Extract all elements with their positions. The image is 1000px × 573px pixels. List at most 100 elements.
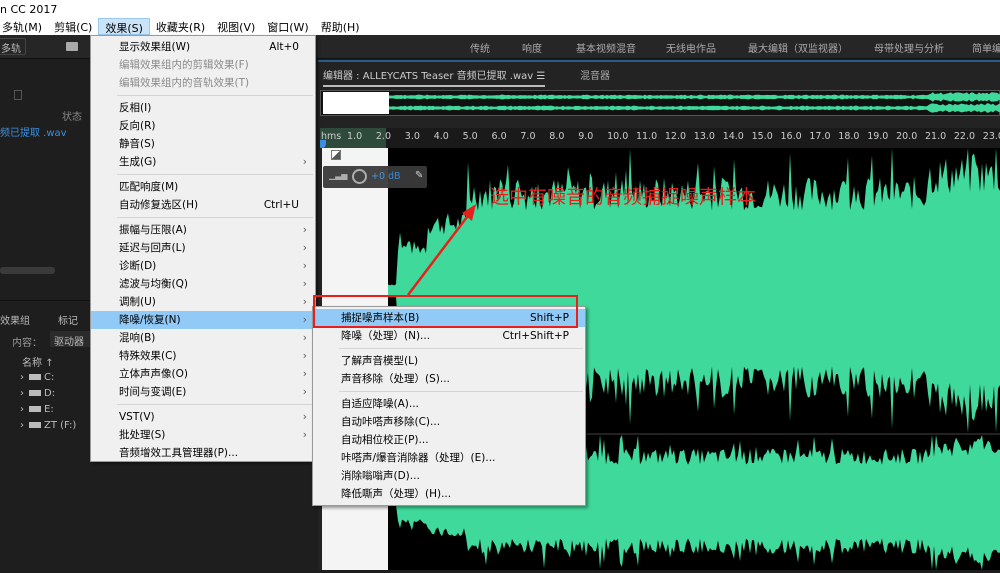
menu-item[interactable]: 降噪/恢复(N) › [91,311,315,329]
menu-effects[interactable]: 效果(S) [98,18,150,35]
menu-item[interactable]: 降低嘶声（处理）(H)... [313,485,585,503]
menu-item[interactable]: 消除嗡嗡声(D)... [313,467,585,485]
trash-icon[interactable] [14,90,22,100]
drive-item[interactable]: › ZT (F:) [20,418,76,434]
menu-item[interactable]: 了解声音模型(L) [313,352,585,370]
menu-item[interactable]: 捕捉噪声样本(B) Shift+P [313,309,585,327]
ruler-tick-label: 4.0 [433,131,449,142]
drive-item[interactable]: › D: [20,386,76,402]
drive-label: D: [44,388,56,399]
drive-icon [29,406,41,412]
menu-item[interactable]: 生成(G) › [91,153,315,171]
ruler-tick-label: 1.0 [347,131,363,142]
menu-item[interactable]: 静音(S) [91,135,315,153]
content-select[interactable]: 驱动器 [50,331,90,348]
expand-icon[interactable]: › [20,420,24,431]
editor-tab[interactable]: 编辑器 : ALLEYCATS Teaser 音频已提取 .wav ☰ [323,67,546,87]
chevron-right-icon: › [302,411,307,423]
menu-item[interactable]: 匹配响度(M) [91,178,315,196]
overview-bar[interactable] [320,90,1000,116]
ruler-tick-label: 12.0 [664,131,687,142]
menu-item-label: 诊断(D) [119,260,157,272]
chevron-right-icon: › [302,224,307,236]
ruler-tick-label: 21.0 [925,131,947,142]
menu-item[interactable]: 批处理(S) › [91,426,315,444]
menu-window[interactable]: 窗口(W) [267,21,309,34]
tab-effects-rack[interactable]: 效果组 [0,316,30,327]
playhead-marker[interactable] [320,140,326,148]
menu-item-label: 声音移除（处理）(S)... [341,373,450,385]
menu-item[interactable]: 咔嗒声/爆音消除器（处理）(E)... [313,449,585,467]
menu-item[interactable]: 滤波与均衡(Q) › [91,275,315,293]
menu-item-label: 降低嘶声（处理）(H)... [341,488,452,500]
menu-multitrack[interactable]: 多轨(M) [2,21,43,34]
menu-item[interactable]: VST(V) › [91,408,315,426]
mixer-tab[interactable]: 混音器 [580,71,610,82]
menu-separator [339,391,583,392]
chevron-right-icon: › [302,260,307,272]
editor-tab-label: 编辑器 : ALLEYCATS Teaser 音频已提取 .wav [323,71,534,82]
menu-item[interactable]: 混响(B) › [91,329,315,347]
overview-viewport[interactable] [323,92,389,114]
workspace-tab[interactable]: 传统 [470,44,490,55]
gain-value[interactable]: +0 dB [371,171,401,182]
menu-icon[interactable]: ☰ [536,71,546,82]
menu-item[interactable]: 自适应降噪(A)... [313,395,585,413]
horizontal-scrollbar[interactable] [0,267,55,274]
menu-item[interactable]: 声音移除（处理）(S)... [313,370,585,388]
multitrack-button[interactable]: 多轨 [0,38,26,55]
selection-range [320,128,386,148]
keyboard-icon[interactable] [66,42,78,51]
menu-item[interactable]: 自动咔嗒声移除(C)... [313,413,585,431]
menu-item[interactable]: 降噪（处理）(N)... Ctrl+Shift+P [313,327,585,345]
file-item[interactable]: 频已提取 .wav [0,128,67,139]
menu-item[interactable]: 时间与变调(E) › [91,383,315,401]
menu-item[interactable]: 编辑效果组内的剪辑效果(F) [91,56,315,74]
menu-item[interactable]: 立体声声像(O) › [91,365,315,383]
menu-item[interactable]: 自动修复选区(H) Ctrl+U [91,196,315,214]
menu-item[interactable]: 振幅与压限(A) › [91,221,315,239]
menu-item[interactable]: 诊断(D) › [91,257,315,275]
chevron-right-icon: › [302,156,307,168]
menu-favorites[interactable]: 收藏夹(R) [155,21,206,34]
menu-item[interactable]: 反向(R) [91,117,315,135]
time-ruler[interactable]: hms 1.0 2.0 3.0 4.0 5.0 6.0 7.0 8.0 9.0 10.0 11.0 12… [320,128,1000,148]
drive-item[interactable]: › C: [20,370,76,386]
menu-separator [117,95,313,96]
expand-icon[interactable]: › [20,372,24,383]
drive-label: ZT (F:) [44,420,77,431]
menu-help[interactable]: 帮助(H) [320,21,360,34]
menu-item[interactable]: 调制(U) › [91,293,315,311]
noise-reduction-submenu: 捕捉噪声样本(B) Shift+P 降噪（处理）(N)... Ctrl+Shift+P… [312,306,586,506]
menu-view[interactable]: 视图(V) [217,21,256,34]
pin-icon[interactable]: ✎ [415,170,424,181]
chevron-right-icon: › [302,429,307,441]
workspace-tab[interactable]: 基本视频混音 [576,44,636,55]
name-column-header[interactable]: 名称 ↑ [22,354,54,369]
menu-clip[interactable]: 剪辑(C) [54,21,93,34]
menu-item[interactable]: 显示效果组(W) Alt+0 [91,38,315,56]
menu-item[interactable]: 延迟与回声(L) › [91,239,315,257]
sort-up-icon: ↑ [45,358,54,369]
menu-item[interactable]: 音频增效工具管理器(P)... [91,444,315,462]
workspace-tab[interactable]: 母带处理与分析 [874,44,944,55]
ruler-tick-label: 16.0 [780,131,802,142]
expand-icon[interactable]: › [20,404,24,415]
ruler-tick-label: 15.0 [751,131,773,142]
chevron-right-icon: › [302,332,307,344]
menu-item[interactable]: 编辑效果组内的音轨效果(T) [91,74,315,92]
menu-item-label: 特殊效果(C) [119,350,177,362]
menu-item-label: 编辑效果组内的音轨效果(T) [119,77,250,89]
menu-item[interactable]: 自动相位校正(P)... [313,431,585,449]
volume-knob[interactable] [352,169,367,184]
expand-icon[interactable]: › [20,388,24,399]
menu-item[interactable]: 反相(I) [91,99,315,117]
menu-item-label: 音频增效工具管理器(P)... [119,447,239,459]
menu-item[interactable]: 特殊效果(C) › [91,347,315,365]
drive-item[interactable]: › E: [20,402,76,418]
workspace-tab[interactable]: 最大编辑（双监视器） [748,44,848,55]
workspace-tab[interactable]: 无线电作品 [666,44,716,55]
workspace-tab[interactable]: 简单编 [972,44,1000,55]
workspace-tab[interactable]: 响度 [522,44,542,55]
tab-markers[interactable]: 标记 [58,316,78,327]
